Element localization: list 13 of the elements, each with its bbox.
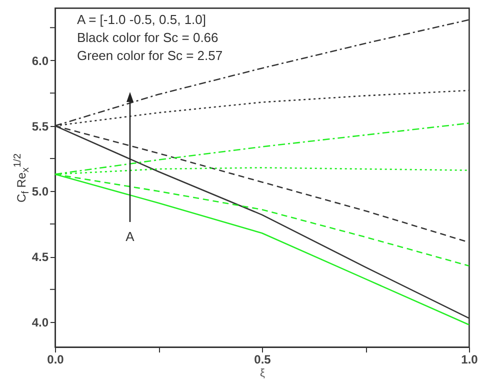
y-tick-label: 6.0 (32, 54, 49, 68)
x-tick-label: 0.0 (47, 352, 64, 366)
y-tick-label: 5.5 (32, 119, 49, 134)
x-tick-label: 1.0 (461, 352, 478, 366)
y-tick-label: 5.0 (32, 184, 49, 199)
x-axis-title: ξ (260, 368, 266, 380)
y-tick-label: 4.5 (32, 250, 49, 264)
annotation: Green color for Sc = 2.57 (77, 48, 223, 63)
annotation: A = [-1.0 -0.5, 0.5, 1.0] (77, 12, 206, 27)
annotation: Black color for Sc = 0.66 (77, 30, 218, 45)
y-tick-label: 4.0 (32, 316, 49, 330)
x-tick-label: 0.5 (254, 352, 272, 366)
annotation: A (126, 229, 135, 244)
